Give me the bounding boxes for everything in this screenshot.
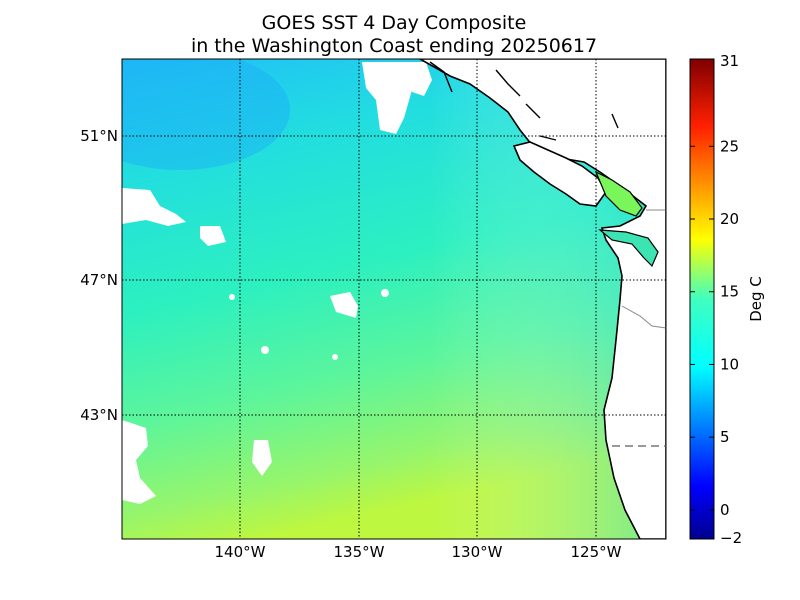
lat-label-43: 43°N	[80, 406, 118, 424]
lat-label-51: 51°N	[80, 127, 118, 145]
cloud-gap-west-1	[122, 188, 186, 226]
cloud-gap-west-2	[200, 226, 226, 246]
colorbar-label: Deg C	[747, 276, 765, 322]
land-mainland	[418, 59, 666, 539]
puget-sound	[598, 229, 659, 268]
salish-sea	[594, 170, 643, 217]
lon-label-130w: 130°W	[452, 543, 503, 561]
colorbar-tick-label: 0	[720, 501, 730, 519]
cloud-speck	[229, 294, 235, 300]
map-title-line-1: GOES SST 4 Day Composite	[261, 12, 527, 34]
colorbar-ticks: 31 25 20 15 10 5 0 −2	[690, 52, 742, 547]
lon-label-140w: 140°W	[215, 543, 266, 561]
cool-northwest-patch	[122, 59, 290, 170]
lon-label-125w: 125°W	[571, 543, 622, 561]
colorbar-tick-label: 5	[720, 428, 730, 446]
cloud-speck	[381, 289, 389, 297]
cloud-gap-north	[362, 62, 412, 134]
cloud-gap-south-mid	[252, 440, 272, 476]
colorbar-tick-label: 15	[720, 283, 739, 301]
cloud-gap-mid	[330, 292, 358, 318]
lat-label-47: 47°N	[80, 271, 118, 289]
cloud-gap-southwest	[122, 420, 156, 504]
colorbar-tick-label: 25	[720, 137, 739, 155]
map-title-line-2: in the Washington Coast ending 20250617	[190, 35, 598, 57]
colorbar-tick-label: 31	[720, 52, 739, 70]
lon-label-135w: 135°W	[334, 543, 385, 561]
cloud-speck	[332, 354, 338, 360]
land-vancouver-island	[512, 141, 607, 207]
state-border-wa-or	[621, 305, 666, 329]
colorbar-tick-label: −2	[720, 529, 742, 547]
colorbar-tick-label: 20	[720, 210, 739, 228]
map-frame	[121, 58, 667, 540]
cloud-speck	[261, 346, 269, 354]
colorbar	[689, 58, 715, 540]
coastal-islands	[429, 61, 619, 141]
colorbar-tick-label: 10	[720, 355, 739, 373]
graticule	[122, 59, 666, 539]
cloud-gap-north-2	[404, 62, 432, 96]
